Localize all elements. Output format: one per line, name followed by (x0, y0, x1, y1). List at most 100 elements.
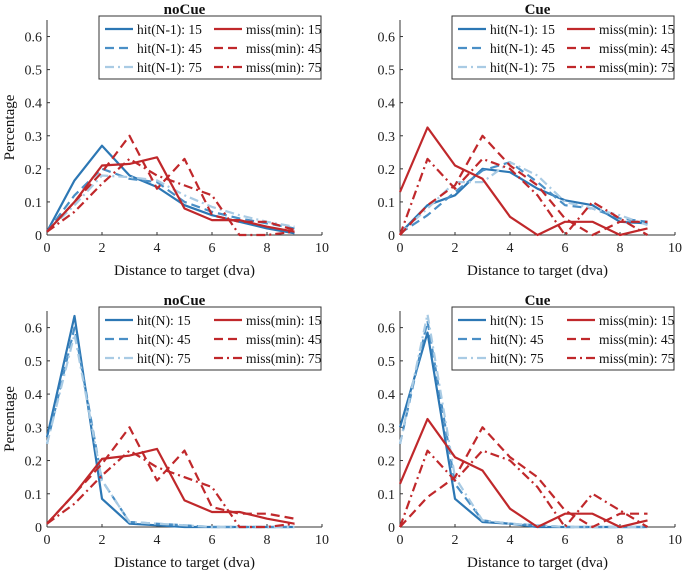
legend-box (451, 306, 675, 371)
x-axis-label: Distance to target (dva) (467, 555, 608, 571)
legend-label: hit(N-1): 45 (137, 41, 202, 56)
y-tick-label: 0.5 (25, 355, 43, 370)
y-tick-label: 0.4 (25, 97, 43, 112)
x-axis-label: Distance to target (dva) (114, 263, 255, 279)
x-axis-label: Distance to target (dva) (114, 555, 255, 571)
legend: hit(N): 15 hit(N): 45 hit(N): 75 miss(min):… (451, 306, 675, 371)
series-line-hit45 (398, 319, 648, 529)
x-tick-label: 2 (99, 533, 106, 548)
series-line-hit45 (399, 161, 648, 235)
x-tick-label: 0 (44, 533, 51, 548)
x-tick-label: 10 (668, 241, 682, 256)
y-tick-label: 0.5 (378, 64, 396, 79)
y-tick-label: 0 (388, 229, 395, 244)
legend-label: miss(min): 45 (246, 332, 322, 347)
x-tick-label: 2 (99, 241, 106, 256)
y-tick-label: 0 (388, 521, 395, 536)
legend-label: miss(min): 15 (599, 22, 675, 37)
x-tick-label: 4 (154, 533, 161, 548)
panel-1: 0 2 4 6 8 10 0 0.1 0.2 0.3 0.4 0.5 0.6 noCue Distance … (2, 2, 329, 279)
legend-label: hit(N-1): 75 (137, 60, 202, 75)
legend-label: hit(N-1): 15 (490, 22, 555, 37)
x-tick-label: 10 (668, 533, 682, 548)
y-tick-label: 0.2 (378, 163, 396, 178)
x-tick-label: 10 (315, 533, 329, 548)
legend-label: miss(min): 45 (599, 41, 675, 56)
series-line-hit75 (398, 313, 648, 529)
chart-title: noCue (164, 293, 206, 309)
y-tick-label: 0.1 (25, 488, 43, 503)
chart-title: noCue (164, 2, 206, 18)
y-tick-label: 0 (35, 229, 42, 244)
y-tick-label: 0.3 (378, 130, 396, 145)
series-line-miss15 (46, 156, 295, 233)
legend-label: miss(min): 15 (246, 313, 322, 328)
x-tick-label: 0 (397, 241, 404, 256)
legend: hit(N-1): 15 hit(N-1): 45 hit(N-1): 75 miss… (98, 15, 322, 80)
x-tick-label: 2 (452, 241, 459, 256)
x-tick-label: 8 (617, 241, 624, 256)
y-tick-label: 0.6 (25, 322, 43, 337)
y-tick-label: 0.2 (25, 455, 43, 470)
x-tick-label: 4 (507, 533, 514, 548)
series-line-hit75 (46, 174, 295, 233)
y-tick-label: 0.4 (378, 388, 396, 403)
y-axis-label: Percentage (2, 94, 18, 160)
series-line-hit15 (46, 144, 295, 235)
legend-label: hit(N-1): 15 (137, 22, 202, 37)
x-tick-label: 6 (562, 241, 569, 256)
series-line-hit75 (399, 161, 648, 235)
series-line-miss45 (399, 426, 648, 529)
x-tick-label: 8 (264, 533, 271, 548)
series-line-miss75 (46, 157, 295, 237)
series-line-hit15 (399, 167, 648, 235)
y-tick-label: 0.1 (25, 196, 43, 211)
legend-label: hit(N): 75 (490, 351, 544, 366)
x-tick-label: 0 (44, 241, 51, 256)
y-tick-label: 0.4 (378, 97, 396, 112)
legend-label: miss(min): 75 (599, 351, 675, 366)
y-tick-label: 0.3 (25, 421, 43, 436)
x-tick-label: 6 (562, 533, 569, 548)
legend-label: miss(min): 75 (246, 60, 322, 75)
chart-title: Cue (525, 293, 551, 309)
y-tick-label: 0 (35, 521, 42, 536)
legend-label: miss(min): 45 (246, 41, 322, 56)
x-tick-label: 10 (315, 241, 329, 256)
y-tick-label: 0.4 (25, 388, 43, 403)
legend-label: miss(min): 15 (599, 313, 675, 328)
panel-4: 0 2 4 6 8 10 0 0.1 0.2 0.3 0.4 0.5 0.6 Cue Distance to… (378, 293, 683, 571)
x-tick-label: 6 (209, 533, 216, 548)
legend-label: hit(N): 45 (137, 332, 191, 347)
legend-box (98, 15, 322, 80)
x-tick-label: 6 (209, 241, 216, 256)
series-line-miss45 (399, 134, 648, 237)
y-tick-label: 0.2 (25, 163, 43, 178)
legend-label: miss(min): 45 (599, 332, 675, 347)
y-tick-label: 0.3 (25, 130, 43, 145)
series-line-miss75 (398, 449, 649, 529)
legend-label: miss(min): 15 (246, 22, 322, 37)
series-line-hit45 (46, 167, 295, 233)
y-axis-label: Percentage (2, 386, 18, 452)
legend-label: hit(N-1): 45 (490, 41, 555, 56)
legend-box (98, 306, 322, 371)
legend-label: miss(min): 75 (246, 351, 322, 366)
y-tick-label: 0.5 (25, 64, 43, 79)
legend: hit(N): 15 hit(N): 45 hit(N): 75 miss(min):… (98, 306, 322, 371)
x-tick-label: 2 (452, 533, 459, 548)
legend-label: hit(N): 15 (137, 313, 191, 328)
panel-3: 0 2 4 6 8 10 0 0.1 0.2 0.3 0.4 0.5 0.6 noCue Distance … (2, 293, 329, 571)
legend-label: hit(N): 75 (137, 351, 191, 366)
y-tick-label: 0.2 (378, 455, 396, 470)
y-tick-label: 0.5 (378, 355, 396, 370)
series-line-miss45 (46, 134, 295, 233)
series-line-miss45 (46, 426, 295, 525)
y-tick-label: 0.3 (378, 421, 396, 436)
series-line-miss75 (398, 157, 649, 237)
y-tick-label: 0.1 (378, 196, 396, 211)
legend-label: hit(N): 45 (490, 332, 544, 347)
legend-box (451, 15, 675, 80)
chart-title: Cue (525, 2, 551, 18)
